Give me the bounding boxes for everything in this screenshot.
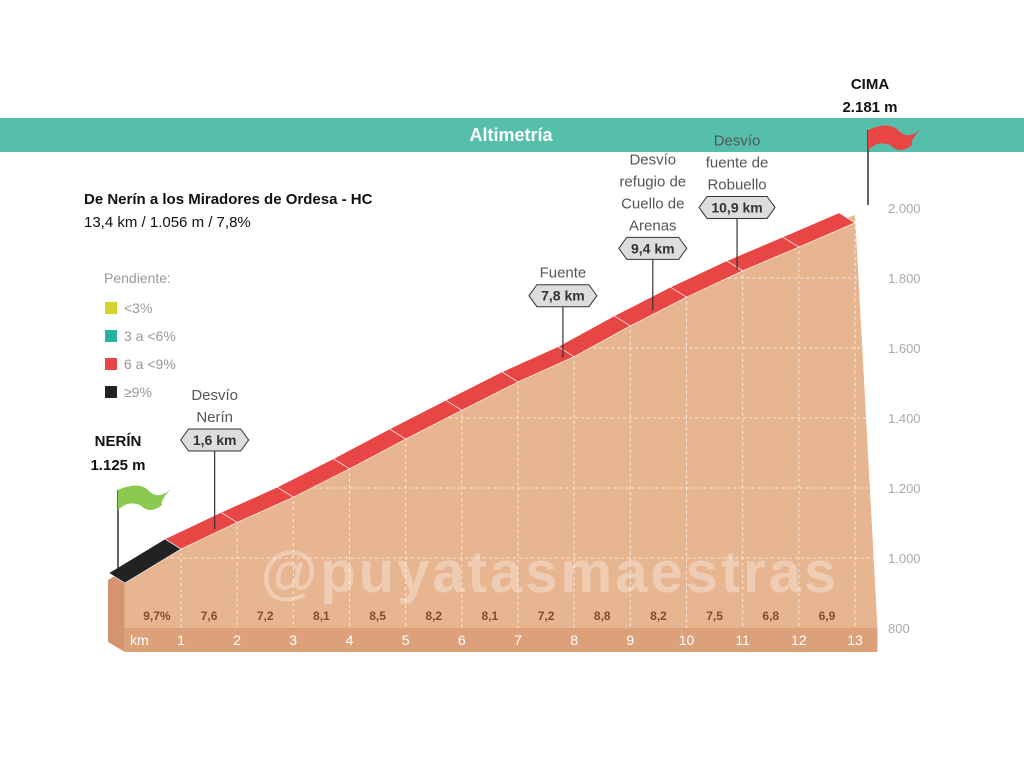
x-tick-label: 10 (679, 632, 695, 648)
start-altitude: 1.125 m (90, 457, 145, 474)
landmark-km-badge (698, 195, 776, 219)
x-tick-label: 5 (402, 632, 410, 648)
landmark-name: Robuello (707, 176, 766, 193)
landmark-name: Nerín (196, 409, 233, 426)
legend-swatch (105, 302, 117, 314)
legend-title: Pendiente: (104, 270, 171, 286)
legend: <3% 3 a <6% 6 a <9% ≥9% (105, 300, 176, 400)
y-tick-label: 1.000 (888, 551, 921, 566)
gradient-label: 7,2 (538, 609, 555, 623)
chart-marks: km 1 2 3 4 5 6 7 8 9 10 11 12 139,7% 7,6 7,2 8,1 8,5 8,2 8,… (108, 125, 922, 652)
legend-label: ≥9% (124, 384, 152, 400)
x-tick-label: 11 (735, 632, 750, 648)
x-tick-label: 6 (458, 632, 466, 648)
landmark-name: Cuello de (621, 195, 684, 212)
gradient-label: 8,1 (482, 609, 499, 623)
landmark-name: refugio de (619, 173, 686, 190)
landmark-km-label: 9,4 km (631, 240, 675, 256)
gradient-label: 8,2 (425, 609, 442, 623)
legend-label: 3 a <6% (124, 328, 176, 344)
x-tick-label: 1 (177, 632, 185, 648)
y-tick-label: 1.400 (888, 411, 921, 426)
start-flag-icon (118, 485, 172, 510)
x-tick-label: 7 (514, 632, 522, 648)
legend-label: 6 a <9% (124, 356, 176, 372)
x-axis-label: km (130, 632, 149, 648)
watermark: @puyatasmaestras (261, 540, 840, 605)
summit-flag-icon (868, 125, 922, 150)
landmark-name: Desvío (191, 387, 238, 404)
gradient-label: 7,2 (257, 609, 274, 623)
legend-swatch (105, 330, 117, 342)
landmark-name: fuente de (706, 154, 769, 171)
gradient-label: 6,9 (819, 609, 836, 623)
gradient-label: 7,6 (201, 609, 218, 623)
landmark-name: Fuente (540, 265, 587, 282)
summit-name: CIMA (851, 76, 889, 93)
route-title: De Nerín a los Miradores de Ordesa - HC (84, 191, 373, 208)
base-side-face (108, 570, 125, 652)
route-stats: 13,4 km / 1.056 m / 7,8% (84, 214, 251, 231)
start-name: NERÍN (95, 433, 142, 450)
y-tick-label: 2.000 (888, 201, 921, 216)
title-banner (0, 118, 1024, 152)
gradient-label: 8,8 (594, 609, 611, 623)
x-tick-label: 4 (346, 632, 354, 648)
landmark-km-label: 7,8 km (541, 288, 585, 304)
landmark-km-badge (528, 284, 598, 308)
y-tick-label: 1.800 (888, 271, 921, 286)
x-tick-label: 9 (626, 632, 634, 648)
gradient-label: 8,5 (369, 609, 386, 623)
y-tick-label: 800 (888, 621, 910, 636)
gradient-label: 6,8 (762, 609, 779, 623)
x-tick-label: 13 (847, 632, 863, 648)
gradient-label: 8,1 (313, 609, 330, 623)
x-tick-label: 2 (233, 632, 241, 648)
landmark-name: Desvío (629, 151, 676, 168)
landmark-km-badge (180, 428, 250, 452)
x-tick-label: 12 (791, 632, 807, 648)
gradient-label: 8,2 (650, 609, 667, 623)
x-tick-label: 8 (570, 632, 578, 648)
gradient-label: 9,7% (143, 609, 171, 623)
legend-swatch (105, 358, 117, 370)
gradient-label: 7,5 (706, 609, 723, 623)
banner-title: Altimetría (469, 125, 553, 145)
legend-label: <3% (124, 300, 152, 316)
km-axis-strip (124, 628, 878, 652)
landmark-km-badge (618, 236, 688, 260)
summit-altitude: 2.181 m (842, 99, 897, 116)
y-tick-label: 1.200 (888, 481, 921, 496)
legend-swatch (105, 386, 117, 398)
landmark-name: Desvío (714, 132, 761, 149)
landmark-km-label: 1,6 km (193, 432, 237, 448)
landmark-km-label: 10,9 km (711, 199, 762, 215)
y-tick-label: 1.600 (888, 341, 921, 356)
profile-area (124, 214, 878, 628)
landmark-name: Arenas (629, 217, 677, 234)
gradient-segment (782, 212, 856, 248)
x-tick-label: 3 (289, 632, 297, 648)
